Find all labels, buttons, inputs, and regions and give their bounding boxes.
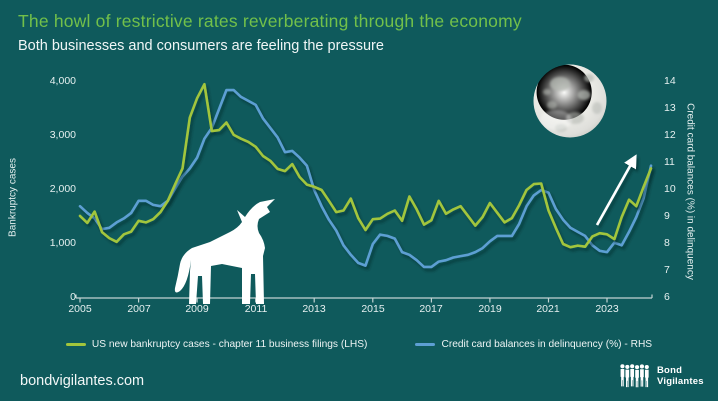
- x-axis-tick: 2021: [536, 303, 560, 315]
- right-axis-tick: 13: [664, 102, 676, 114]
- right-axis-tick: 10: [664, 183, 676, 195]
- x-axis-tick: 2013: [302, 303, 326, 315]
- upward-trend-arrow: [595, 154, 637, 226]
- people-crowd-icon: [620, 364, 649, 388]
- right-axis-tick: 8: [664, 237, 670, 249]
- right-axis-tick: 11: [664, 156, 675, 168]
- website-link[interactable]: bondvigilantes.com: [20, 373, 145, 389]
- chart-legend: US new bankruptcy cases - chapter 11 bus…: [0, 339, 718, 350]
- right-axis-title: Credit card balances (%) in delinquency: [684, 103, 696, 280]
- legend-item-bankruptcy: US new bankruptcy cases - chapter 11 bus…: [65, 339, 368, 350]
- left-axis-tick: 4,000: [49, 75, 76, 87]
- x-axis-tick: 2023: [595, 303, 619, 315]
- brand-name-line2: Vigilantes: [657, 376, 704, 387]
- right-axis-tick: 9: [664, 210, 670, 222]
- series-credit-card-delinquency: [78, 88, 653, 269]
- left-axis-tick: 3,000: [49, 129, 76, 141]
- legend-label: US new bankruptcy cases - chapter 11 bus…: [91, 339, 368, 350]
- right-axis-tick: 14: [664, 75, 676, 87]
- x-axis: [75, 294, 653, 303]
- blue-line-swatch: [415, 343, 436, 346]
- page-subtitle: Both businesses and consumers are feelin…: [18, 38, 384, 54]
- page-title: The howl of restrictive rates reverberat…: [18, 11, 522, 31]
- green-line-swatch: [65, 343, 86, 346]
- x-axis-tick: 2017: [419, 303, 443, 315]
- right-axis-tick: 7: [664, 264, 670, 276]
- left-axis-tick: 2,000: [49, 183, 76, 195]
- x-axis-tick: 2011: [244, 303, 268, 315]
- legend-label: Credit card balances in delinquency (%) …: [441, 339, 653, 350]
- legend-item-delinquency: Credit card balances in delinquency (%) …: [415, 339, 652, 350]
- right-axis-tick: 12: [664, 129, 676, 141]
- left-axis-tick: 0: [70, 291, 76, 303]
- x-axis-tick: 2005: [68, 303, 92, 315]
- x-axis-tick: 2015: [361, 303, 385, 315]
- left-axis-tick: 1,000: [49, 237, 76, 249]
- right-axis-tick: 6: [664, 291, 670, 303]
- x-axis-tick: 2019: [478, 303, 502, 315]
- x-axis-tick: 2009: [185, 303, 209, 315]
- brand-logo: Bond Vigilantes: [620, 364, 704, 390]
- x-axis-tick: 2007: [127, 303, 151, 315]
- moon-image: [533, 64, 607, 138]
- howling-wolf-silhouette: [174, 199, 275, 304]
- brand-name-line1: Bond: [657, 365, 683, 377]
- series-bankruptcy-cases: [78, 82, 653, 249]
- left-axis-title: Bankruptcy cases: [7, 158, 19, 237]
